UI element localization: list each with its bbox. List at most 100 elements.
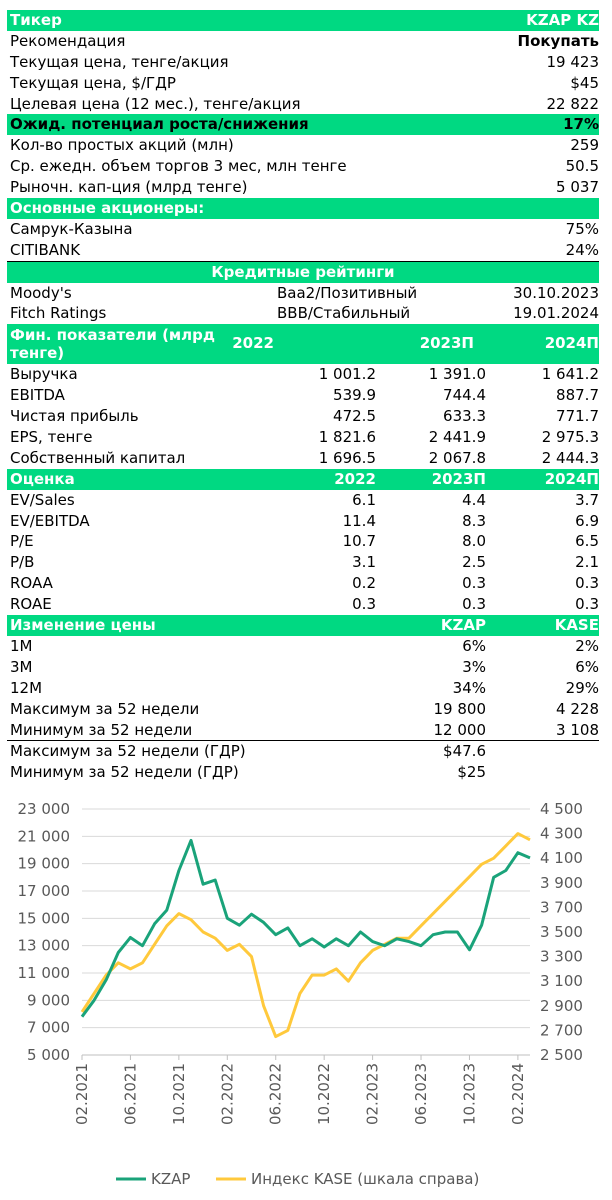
market-label: Кол-во простых акций (млн) — [10, 136, 234, 155]
price-change-kzap: 12 000 — [433, 720, 487, 739]
price-change-kase: 6% — [575, 657, 599, 676]
market-label: Ср. ежедн. объем торгов 3 мес, млн тенге — [10, 157, 347, 176]
gdr-label: Минимум за 52 недели (ГДР) — [10, 763, 239, 782]
valuation-value: 2.5 — [462, 553, 486, 572]
summary-row: Текущая цена, тенге/акция 19 423 — [7, 52, 599, 73]
x-tick-label: 02.2022 — [218, 1063, 236, 1125]
price-change-kase: 3 108 — [556, 720, 599, 739]
market-row: Кол-во простых акций (млн) 259 — [7, 135, 599, 156]
valuation-rows: EV/Sales 6.1 4.4 3.7 EV/EBITDA 11.4 8.3 6.9 P/E 1… — [7, 490, 599, 615]
y-left-tick-label: 5 000 — [27, 1046, 70, 1064]
y-right-tick-label: 3 100 — [540, 972, 583, 990]
stock-summary-sheet: Тикер KZAP KZ Рекомендация Покупать Текуща… — [7, 10, 599, 783]
valuation-value: 0.3 — [462, 595, 486, 614]
shareholder-rows: Самрук-Казына 75% CITIBANK 24% — [7, 219, 599, 262]
y-left-tick-label: 7 000 — [27, 1019, 70, 1037]
rating-date: 30.10.2023 — [513, 283, 599, 302]
price-change-label: Максимум за 52 недели — [10, 699, 200, 718]
valuation-value: 6.1 — [352, 490, 376, 509]
price-change-row: Максимум за 52 недели 19 800 4 228 — [7, 699, 599, 720]
valuation-value: 3.1 — [352, 553, 376, 572]
financials-value: 1 001.2 — [318, 365, 376, 384]
y-right-tick-label: 3 300 — [540, 948, 583, 966]
valuation-header: Оценка 2022 2023П 2024П — [7, 468, 599, 490]
rating-rows: Moody's Baa2/Позитивный 30.10.2023 Fitch Ra… — [7, 283, 599, 325]
summary-row: Целевая цена (12 мес.), тенге/акция 22 82… — [7, 94, 599, 115]
valuation-label: EV/Sales — [10, 490, 75, 509]
price-change-row: 1M 6% 2% — [7, 636, 599, 657]
y-right-tick-label: 2 700 — [540, 1021, 583, 1039]
price-change-kase: 2% — [575, 636, 599, 655]
summary-label: Целевая цена (12 мес.), тенге/акция — [10, 94, 301, 113]
kzap-series-line — [80, 838, 531, 1018]
x-tick-label: 06.2023 — [412, 1063, 430, 1125]
gdr-value: $47.6 — [443, 742, 486, 761]
price-change-label: 1M — [10, 636, 33, 655]
financials-value: 2 975.3 — [541, 428, 599, 447]
valuation-label: EV/EBITDA — [10, 511, 90, 530]
price-change-title: Изменение цены — [10, 616, 156, 635]
summary-row: Рекомендация Покупать — [7, 31, 599, 52]
price-change-header: Изменение цены KZAP KASE — [7, 615, 599, 636]
rating-agency: Fitch Ratings — [10, 304, 107, 323]
price-change-col-2: KASE — [554, 616, 599, 635]
shareholder-share: 75% — [565, 219, 599, 238]
valuation-value: 8.0 — [462, 532, 486, 551]
financials-label: Выручка — [10, 365, 78, 384]
x-tick-label: 06.2022 — [267, 1063, 285, 1125]
summary-label: Текущая цена, тенге/акция — [10, 52, 229, 71]
rating-value: BBB/Стабильный — [277, 304, 411, 323]
financials-row: Выручка 1 001.2 1 391.0 1 641.2 — [7, 364, 599, 385]
financials-value: 744.4 — [443, 386, 486, 405]
market-row: Рыночн. кап-ция (млрд тенге) 5 037 — [7, 177, 599, 198]
x-tick-label: 10.2023 — [460, 1063, 478, 1125]
summary-row: Текущая цена, $/ГДР $45 — [7, 73, 599, 94]
x-tick-label: 02.2023 — [364, 1063, 382, 1125]
valuation-title: Оценка — [10, 469, 75, 488]
rating-value: Baa2/Позитивный — [277, 283, 418, 302]
financials-value: 539.9 — [333, 386, 376, 405]
potential-row: Ожид. потенциал роста/снижения 17% — [7, 114, 599, 136]
market-rows: Кол-во простых акций (млн) 259 Ср. ежедн. … — [7, 135, 599, 198]
price-change-row: 12M 34% 29% — [7, 678, 599, 699]
valuation-value: 8.3 — [462, 511, 486, 530]
shareholder-name: CITIBANK — [10, 240, 81, 259]
valuation-label: ROAE — [10, 595, 52, 614]
x-tick-label: 02.2021 — [73, 1063, 91, 1125]
gdr-value: $25 — [457, 763, 486, 782]
price-change-kase: 4 228 — [556, 699, 599, 718]
y-right-tick-label: 2 900 — [540, 997, 583, 1015]
summary-value: 19 423 — [546, 52, 600, 71]
summary-value: Покупать — [517, 31, 599, 50]
gdr-row: Максимум за 52 недели (ГДР) $47.6 — [7, 741, 599, 762]
legend-kase-label: Индекс KASE (шкала справа) — [251, 1170, 479, 1188]
x-tick-label: 10.2021 — [170, 1063, 188, 1125]
financials-label: EBITDA — [10, 386, 65, 405]
y-right-tick-label: 3 500 — [540, 923, 583, 941]
price-change-kzap: 6% — [462, 636, 486, 655]
ratings-title: Кредитные рейтинги — [211, 262, 395, 281]
price-change-rows: 1M 6% 2% 3M 3% 6% 12M 34% 29% Максимум за 52 неде… — [7, 636, 599, 783]
price-change-label: Минимум за 52 недели — [10, 720, 193, 739]
financials-col-3: 2024П — [544, 334, 599, 353]
valuation-value: 0.2 — [352, 574, 376, 593]
price-chart: 5 000 7 000 9 000 11 000 13 000 15 000 17 000 1… — [18, 800, 583, 1188]
market-value: 50.5 — [565, 157, 599, 176]
financials-value: 1 391.0 — [428, 365, 486, 384]
summary-label: Рекомендация — [10, 31, 126, 50]
potential-label: Ожид. потенциал роста/снижения — [10, 115, 309, 134]
y-right-tick-label: 3 700 — [540, 898, 583, 916]
price-change-kzap: 34% — [452, 678, 486, 697]
y-left-tick-label: 9 000 — [27, 991, 70, 1009]
kase-series-line — [80, 832, 531, 1039]
valuation-row: EV/EBITDA 11.4 8.3 6.9 — [7, 511, 599, 532]
price-change-row: Минимум за 52 недели 12 000 3 108 — [7, 720, 599, 742]
financials-value: 887.7 — [556, 386, 599, 405]
valuation-value: 4.4 — [462, 490, 486, 509]
valuation-row: P/E 10.7 8.0 6.5 — [7, 531, 599, 552]
valuation-value: 0.3 — [575, 595, 599, 614]
financials-value: 1 821.6 — [318, 428, 376, 447]
valuation-value: 6.5 — [575, 532, 599, 551]
financials-col-1: 2022 — [232, 334, 274, 353]
summary-rows: Рекомендация Покупать Текущая цена, тенге/… — [7, 31, 599, 115]
